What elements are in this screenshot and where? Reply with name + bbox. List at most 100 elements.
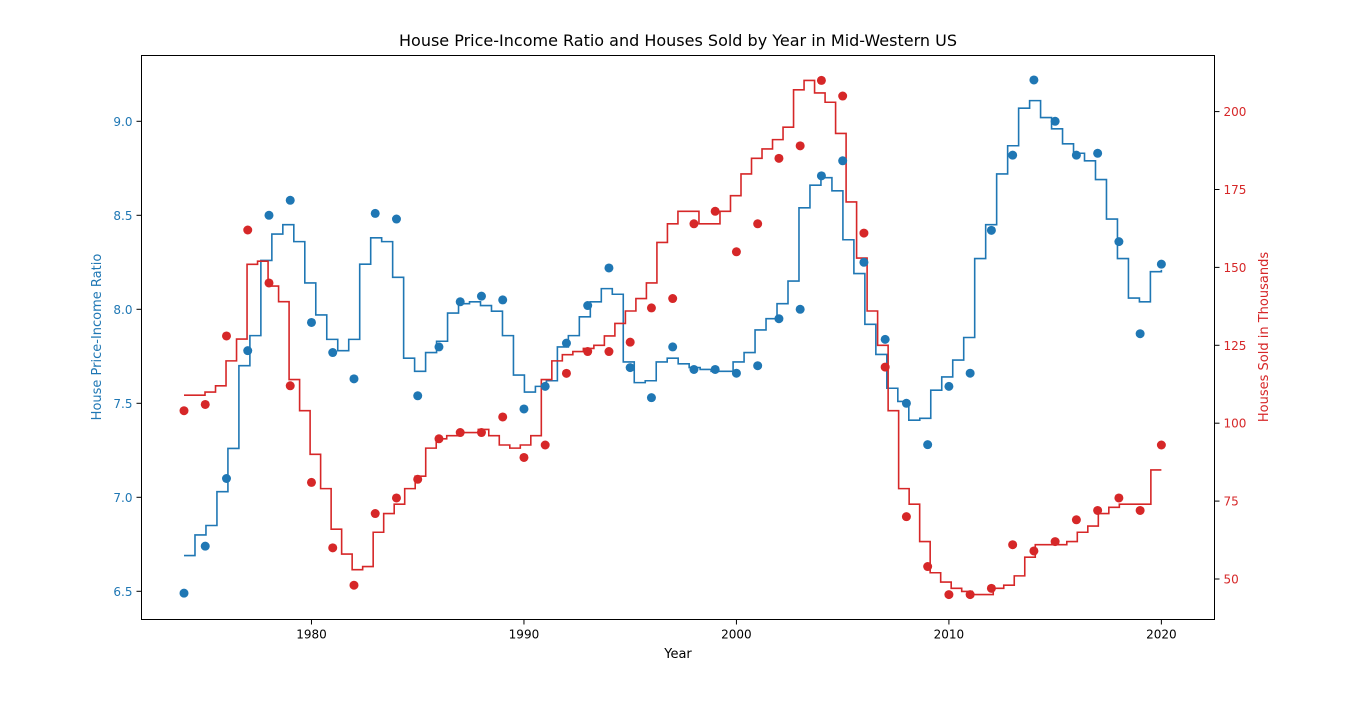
sold-point <box>1029 546 1039 556</box>
ratio-point <box>604 263 614 273</box>
ratio-step-line <box>184 99 1163 557</box>
ratio-point <box>455 297 465 307</box>
ratio-point <box>434 342 444 352</box>
ratio-point <box>583 301 593 311</box>
sold-point <box>1156 440 1166 450</box>
sold-point <box>476 428 486 438</box>
sold-point <box>710 206 720 216</box>
sold-point <box>646 303 656 313</box>
sold-point <box>540 440 550 450</box>
ratio-point <box>1135 329 1145 339</box>
ratio-point <box>328 348 338 358</box>
x-tick-label: 2020 <box>1146 628 1177 642</box>
sold-point <box>179 406 189 416</box>
left-tick-label: 9.0 <box>113 115 132 129</box>
ratio-point <box>731 368 741 378</box>
sold-point <box>731 247 741 257</box>
ratio-point <box>816 171 826 181</box>
ratio-point <box>1029 75 1039 85</box>
left-tick-label: 7.5 <box>113 397 132 411</box>
plot-frame <box>141 55 1215 620</box>
ratio-point <box>1008 150 1018 160</box>
sold-point <box>1071 515 1081 525</box>
ratio-point <box>1050 116 1060 126</box>
sold-point <box>349 580 359 590</box>
sold-point <box>689 219 699 229</box>
right-tick-label: 125 <box>1224 339 1247 353</box>
left-axis-ticks: 6.5 7.0 7.5 8.0 8.5 9.0 <box>113 115 142 599</box>
sold-point <box>625 337 635 347</box>
ratio-point <box>689 364 699 374</box>
plot-lines <box>184 79 1163 596</box>
ratio-point <box>306 317 316 327</box>
sold-point <box>1050 537 1060 547</box>
ratio-point <box>285 195 295 205</box>
ratio-point <box>1156 259 1166 269</box>
ratio-point <box>795 304 805 314</box>
ratio-point <box>561 338 571 348</box>
sold-point <box>816 75 826 85</box>
sold-point <box>880 362 890 372</box>
x-tick-label: 2000 <box>721 628 752 642</box>
ratio-point <box>1071 150 1081 160</box>
right-axis-label: Houses Sold in Thousands <box>1257 252 1272 422</box>
sold-point <box>774 153 784 163</box>
sold-point <box>391 493 401 503</box>
sold-point <box>1135 505 1145 515</box>
sold-point <box>561 368 571 378</box>
ratio-point <box>243 346 253 356</box>
ratio-point <box>625 363 635 373</box>
ratio-point <box>965 368 975 378</box>
x-axis-ticks: 1980 1990 2000 2010 2020 <box>296 619 1177 642</box>
ratio-point <box>1114 237 1124 247</box>
sold-point <box>200 399 210 409</box>
sold-point <box>753 219 763 229</box>
ratio-point <box>774 314 784 324</box>
sold-point <box>264 278 274 288</box>
ratio-point <box>646 393 656 403</box>
sold-point <box>243 225 253 235</box>
ratio-point <box>859 257 869 267</box>
sold-step-line <box>184 79 1162 596</box>
ratio-point <box>668 342 678 352</box>
x-axis-label: Year <box>663 647 692 662</box>
ratio-point <box>391 214 401 224</box>
x-tick-label: 1980 <box>296 628 327 642</box>
sold-point <box>795 141 805 151</box>
ratio-point <box>901 398 911 408</box>
right-tick-label: 100 <box>1224 417 1247 431</box>
ratio-point <box>221 474 231 483</box>
sold-point <box>306 477 316 487</box>
sold-point <box>498 412 508 422</box>
ratio-point <box>710 364 720 374</box>
left-tick-label: 7.0 <box>113 491 132 505</box>
chart-title: House Price-Income Ratio and Houses Sold… <box>399 31 957 50</box>
right-tick-label: 200 <box>1224 105 1247 119</box>
sold-point <box>668 294 678 304</box>
plot-points <box>179 75 1166 600</box>
sold-point <box>413 474 423 484</box>
ratio-point <box>200 541 210 551</box>
sold-point <box>583 347 593 357</box>
sold-point <box>370 509 380 519</box>
ratio-point <box>413 391 423 401</box>
ratio-point <box>370 208 380 218</box>
ratio-point <box>1093 148 1103 158</box>
sold-point <box>328 543 338 553</box>
right-tick-label: 175 <box>1224 183 1247 197</box>
sold-point <box>1008 540 1018 550</box>
ratio-point <box>519 404 529 414</box>
left-axis-label: House Price-Income Ratio <box>90 254 105 421</box>
ratio-point <box>923 440 933 450</box>
right-tick-label: 75 <box>1224 495 1239 509</box>
ratio-point <box>476 291 486 301</box>
sold-point <box>455 428 465 438</box>
sold-point <box>986 583 996 593</box>
sold-point <box>838 91 848 101</box>
ratio-point <box>753 361 763 371</box>
left-tick-label: 8.0 <box>113 303 132 317</box>
sold-point <box>519 452 529 462</box>
sold-point <box>965 590 975 600</box>
ratio-point <box>944 381 954 391</box>
